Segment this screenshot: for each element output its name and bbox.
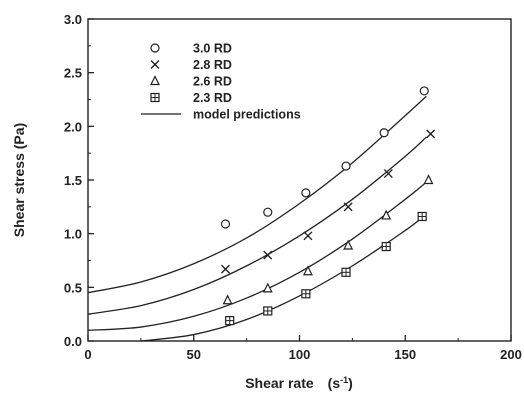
- model-curve-2-3-rd: [140, 217, 423, 342]
- data-point-x: [343, 202, 353, 212]
- x-tick-label: 200: [500, 347, 522, 362]
- y-axis-title: Shear stress (Pa): [11, 123, 27, 237]
- y-tick-label: 0.0: [64, 334, 82, 349]
- legend-symbol-triangle: [150, 75, 160, 86]
- data-point-triangle: [262, 282, 273, 293]
- data-point-x: [220, 264, 230, 274]
- data-point-triangle: [343, 239, 354, 250]
- x-tick-label: 0: [84, 347, 91, 362]
- data-point-boxed-plus: [341, 267, 351, 277]
- data-point-boxed-plus: [301, 289, 311, 299]
- model-curves: [87, 95, 427, 342]
- data-point-boxed-plus: [417, 211, 427, 222]
- model-curve-2-8-rd: [87, 136, 427, 315]
- x-tick-label: 150: [394, 347, 416, 362]
- x-axis-ticks: 0 50 100 150 200: [84, 335, 522, 362]
- data-point-boxed-plus: [381, 241, 391, 252]
- data-point-circle: [379, 128, 389, 138]
- x-tick-label: 100: [289, 347, 311, 362]
- y-axis-ticks: 0.0 0.5 1.0 1.5 2.0 2.5 3.0: [64, 12, 94, 349]
- legend-label: 2.6 RD: [193, 75, 232, 89]
- y-tick-label: 1.5: [64, 173, 82, 188]
- legend: 3.0 RD 2.8 RD 2.6 RD 2.3 RD model prediction…: [141, 42, 301, 122]
- data-points: [220, 86, 436, 326]
- model-curve-3-0-rd: [87, 95, 427, 294]
- data-point-x: [263, 250, 273, 260]
- legend-label-model: model predictions: [193, 108, 301, 122]
- data-point-boxed-plus: [225, 316, 235, 326]
- data-point-x: [303, 231, 313, 241]
- data-point-triangle: [381, 209, 392, 220]
- data-point-triangle: [302, 265, 313, 276]
- data-point-triangle: [222, 294, 233, 305]
- data-point-boxed-plus: [263, 306, 273, 316]
- legend-label: 2.8 RD: [193, 58, 232, 72]
- y-tick-label: 2.0: [64, 119, 82, 134]
- y-tick-label: 1.0: [64, 227, 82, 242]
- legend-label: 2.3 RD: [193, 91, 232, 105]
- y-tick-label: 3.0: [64, 12, 82, 27]
- x-tick-label: 50: [187, 347, 201, 362]
- legend-label: 3.0 RD: [193, 42, 232, 56]
- model-curve-2-6-rd: [87, 181, 427, 331]
- legend-symbol-circle: [150, 43, 160, 53]
- legend-symbol-x: [150, 60, 160, 69]
- data-point-circle: [220, 219, 231, 229]
- y-tick-label: 2.5: [64, 66, 82, 81]
- data-point-circle: [341, 161, 351, 171]
- x-axis-title: Shear rate (s-1): [245, 375, 353, 391]
- legend-symbol-boxed-plus: [150, 92, 160, 103]
- data-point-x: [426, 129, 436, 139]
- data-point-circle: [263, 207, 273, 217]
- y-tick-label: 0.5: [64, 280, 82, 295]
- data-point-triangle: [423, 174, 434, 185]
- data-point-circle: [301, 188, 311, 198]
- x-axis-unit-exponent: -1: [340, 375, 348, 385]
- data-point-circle: [419, 86, 429, 96]
- data-point-x: [383, 169, 393, 179]
